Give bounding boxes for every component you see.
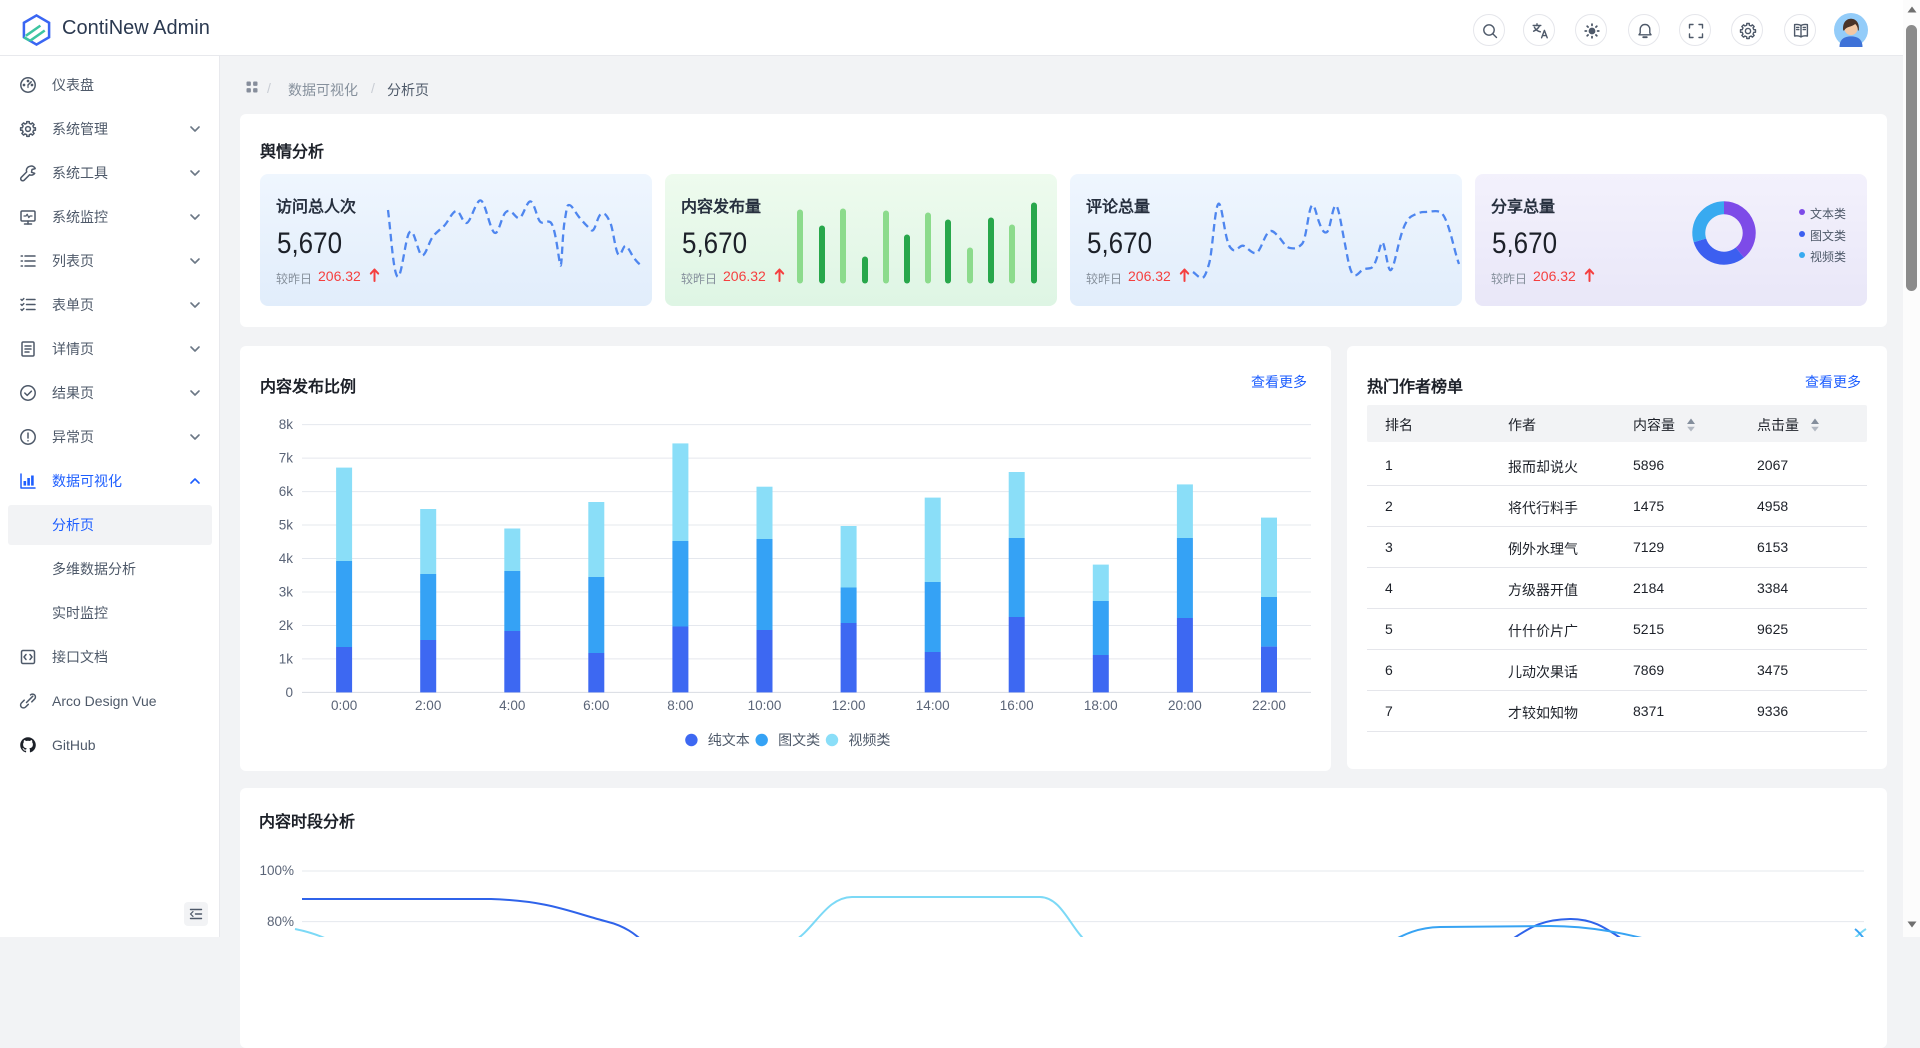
svg-text:8k: 8k — [279, 417, 294, 432]
svg-text:12:00: 12:00 — [832, 698, 866, 713]
svg-text:2:00: 2:00 — [415, 698, 441, 713]
svg-text:1k: 1k — [279, 651, 294, 666]
svg-text:视频类: 视频类 — [848, 732, 890, 748]
svg-text:10:00: 10:00 — [748, 698, 782, 713]
svg-text:8:00: 8:00 — [667, 698, 693, 713]
svg-text:0: 0 — [285, 685, 293, 700]
svg-text:4:00: 4:00 — [499, 698, 525, 713]
svg-text:0:00: 0:00 — [331, 698, 357, 713]
svg-text:6k: 6k — [279, 484, 294, 499]
svg-text:18:00: 18:00 — [1084, 698, 1118, 713]
svg-text:80%: 80% — [267, 914, 294, 929]
svg-text:14:00: 14:00 — [916, 698, 950, 713]
svg-text:6:00: 6:00 — [583, 698, 609, 713]
svg-text:16:00: 16:00 — [1000, 698, 1034, 713]
svg-text:100%: 100% — [259, 863, 294, 878]
svg-text:7k: 7k — [279, 451, 294, 466]
svg-text:5k: 5k — [279, 518, 294, 533]
svg-text:纯文本: 纯文本 — [708, 732, 750, 748]
svg-text:22:00: 22:00 — [1252, 698, 1286, 713]
svg-text:3k: 3k — [279, 585, 294, 600]
svg-text:图文类: 图文类 — [778, 732, 820, 748]
svg-text:20:00: 20:00 — [1168, 698, 1202, 713]
svg-text:4k: 4k — [279, 551, 294, 566]
svg-text:2k: 2k — [279, 618, 294, 633]
